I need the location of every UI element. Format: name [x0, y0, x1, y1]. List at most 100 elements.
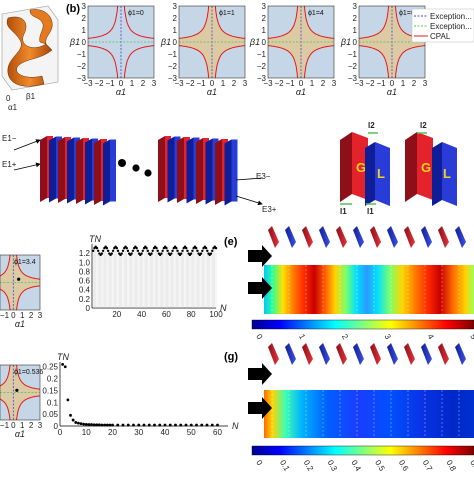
panel-b-0-plot-area: [88, 6, 154, 78]
tn2-point: [92, 423, 96, 427]
panel-b-2-cpal-curve: [303, 6, 334, 39]
tn1-point: [95, 246, 99, 250]
tn1-point: [125, 246, 128, 250]
slab-blue: [110, 139, 116, 202]
panel-g-colorbar: [251, 445, 474, 456]
label-e3-plus: E3+: [262, 205, 277, 214]
row3-xtick: 2: [29, 311, 34, 320]
panel-b-2-xtick: −2: [274, 79, 284, 88]
tn1-point: [155, 246, 158, 250]
tn2-point: [126, 423, 130, 427]
panel-b-0-cpal-curve: [88, 45, 119, 78]
panel-e-dashes: [271, 265, 460, 314]
tn2-point: [121, 423, 125, 427]
row4-xtick: −1: [0, 421, 10, 430]
tn1-point: [111, 249, 115, 253]
panel-e-colorbar-ticks: 0 1 2 3 4 5: [254, 333, 474, 342]
panel-b-3-ytick: 3: [353, 2, 358, 11]
panel-b-3-ytick: −2: [348, 62, 358, 71]
panel-b-2-cpal-curve: [268, 6, 299, 39]
panel-b-0-xlabel: α1: [116, 87, 126, 97]
top-slab-red: [336, 226, 347, 248]
row4-tan-region: [0, 392, 14, 420]
panel-b-1-tan-region: [212, 42, 245, 78]
panel-b-3-ytick: −3: [348, 74, 358, 83]
panel-e-arrow-top: [248, 245, 272, 267]
tn1-point: [196, 249, 199, 253]
slab-blue-side: [167, 136, 175, 203]
chart-tn-row3: TN N 20 40 60 80 100 00.20.40.60.81.01.2: [79, 234, 227, 319]
tn1-point: [165, 246, 168, 250]
panel-a-surface-2: [29, 9, 53, 45]
tn1-point: [180, 252, 183, 255]
row4-tan-region: [0, 365, 14, 393]
panel-b-label: (b): [66, 3, 80, 15]
panel-b-1-tan-region: [179, 6, 212, 42]
panel-b-2-ytick: −1: [257, 50, 267, 59]
tn1-xtick: 80: [187, 310, 196, 319]
tn2-point: [158, 423, 162, 427]
top-slab-red: [302, 226, 313, 248]
tn1-ytick: 0.4: [79, 286, 91, 295]
slab-l-1-side: [365, 142, 375, 206]
dot-1: [118, 159, 126, 167]
panel-b-2-xtick: 3: [332, 79, 337, 88]
slab-blue: [231, 139, 238, 202]
panel-a-surface: [6, 16, 53, 87]
slab-red-side: [94, 139, 101, 205]
slab-blue-side: [103, 139, 110, 206]
tn1-point: [201, 249, 204, 253]
tn1-point: [97, 249, 100, 253]
panel-g-dashes: [271, 390, 460, 438]
tn1-point: [106, 249, 110, 253]
panel-b-3-phi-label: ϕ1=6: [399, 10, 415, 17]
tn1-point: [130, 252, 133, 255]
label-e1-plus: E1+: [2, 160, 17, 169]
panel-b-0-cpal-curve: [123, 45, 154, 78]
panel-b-1-xtick: 3: [243, 79, 248, 88]
top-slab-red: [438, 343, 449, 365]
panel-b-3-tan-region: [359, 42, 392, 78]
panel-b-1-xtick: −2: [185, 79, 195, 88]
row4-frame: [0, 364, 41, 421]
colorbar-tick: 0.6: [397, 459, 411, 474]
tn1-point: [211, 249, 214, 253]
tn2-point: [132, 423, 135, 427]
slab-blue-side: [49, 136, 56, 203]
row4-cpal-curve: [0, 398, 11, 420]
label-l1-b: l1: [367, 207, 374, 216]
tn2-ytick: 0: [54, 422, 59, 431]
panel-b-0-phi-label: ϕ1=0: [128, 10, 144, 17]
slab-l-2-label: L: [443, 166, 451, 181]
colorbar-tick: 5: [468, 333, 474, 342]
top-slab-red: [268, 343, 279, 365]
tn1-xlabel: N: [220, 303, 227, 313]
panel-b-1-ytick: 3: [173, 2, 178, 11]
tn2-point: [87, 423, 91, 426]
tn2-xtick: 10: [82, 428, 91, 437]
tn2-point: [189, 423, 193, 427]
tn2-point: [76, 421, 80, 425]
tn2-point: [63, 365, 67, 369]
top-slab-blue: [421, 343, 432, 365]
tn1-xtick: 100: [209, 310, 223, 319]
panel-b-3-xtick: −2: [365, 79, 375, 88]
tn1-point: [166, 249, 169, 253]
tn1-point: [190, 252, 193, 255]
panel-b-3-ytick: 2: [353, 14, 358, 23]
panel-b-0-xtick: 0: [119, 79, 124, 88]
top-slab-red: [370, 343, 381, 365]
tn2-point: [71, 418, 75, 422]
top-slab-blue: [421, 226, 432, 248]
panel-b-1-xtick: 1: [221, 79, 226, 88]
panel-b-0-xtick: 3: [152, 79, 157, 88]
tn2-point: [74, 421, 78, 424]
row3-tan-region: [0, 255, 14, 283]
panel-b-1-ytick: −1: [168, 50, 178, 59]
panel-b-0-xtick: −1: [105, 79, 115, 88]
tn1-point: [116, 249, 120, 253]
panel-b-1-tan-region: [212, 6, 245, 42]
row4-marker: [15, 388, 19, 392]
tn2-point: [111, 423, 114, 427]
